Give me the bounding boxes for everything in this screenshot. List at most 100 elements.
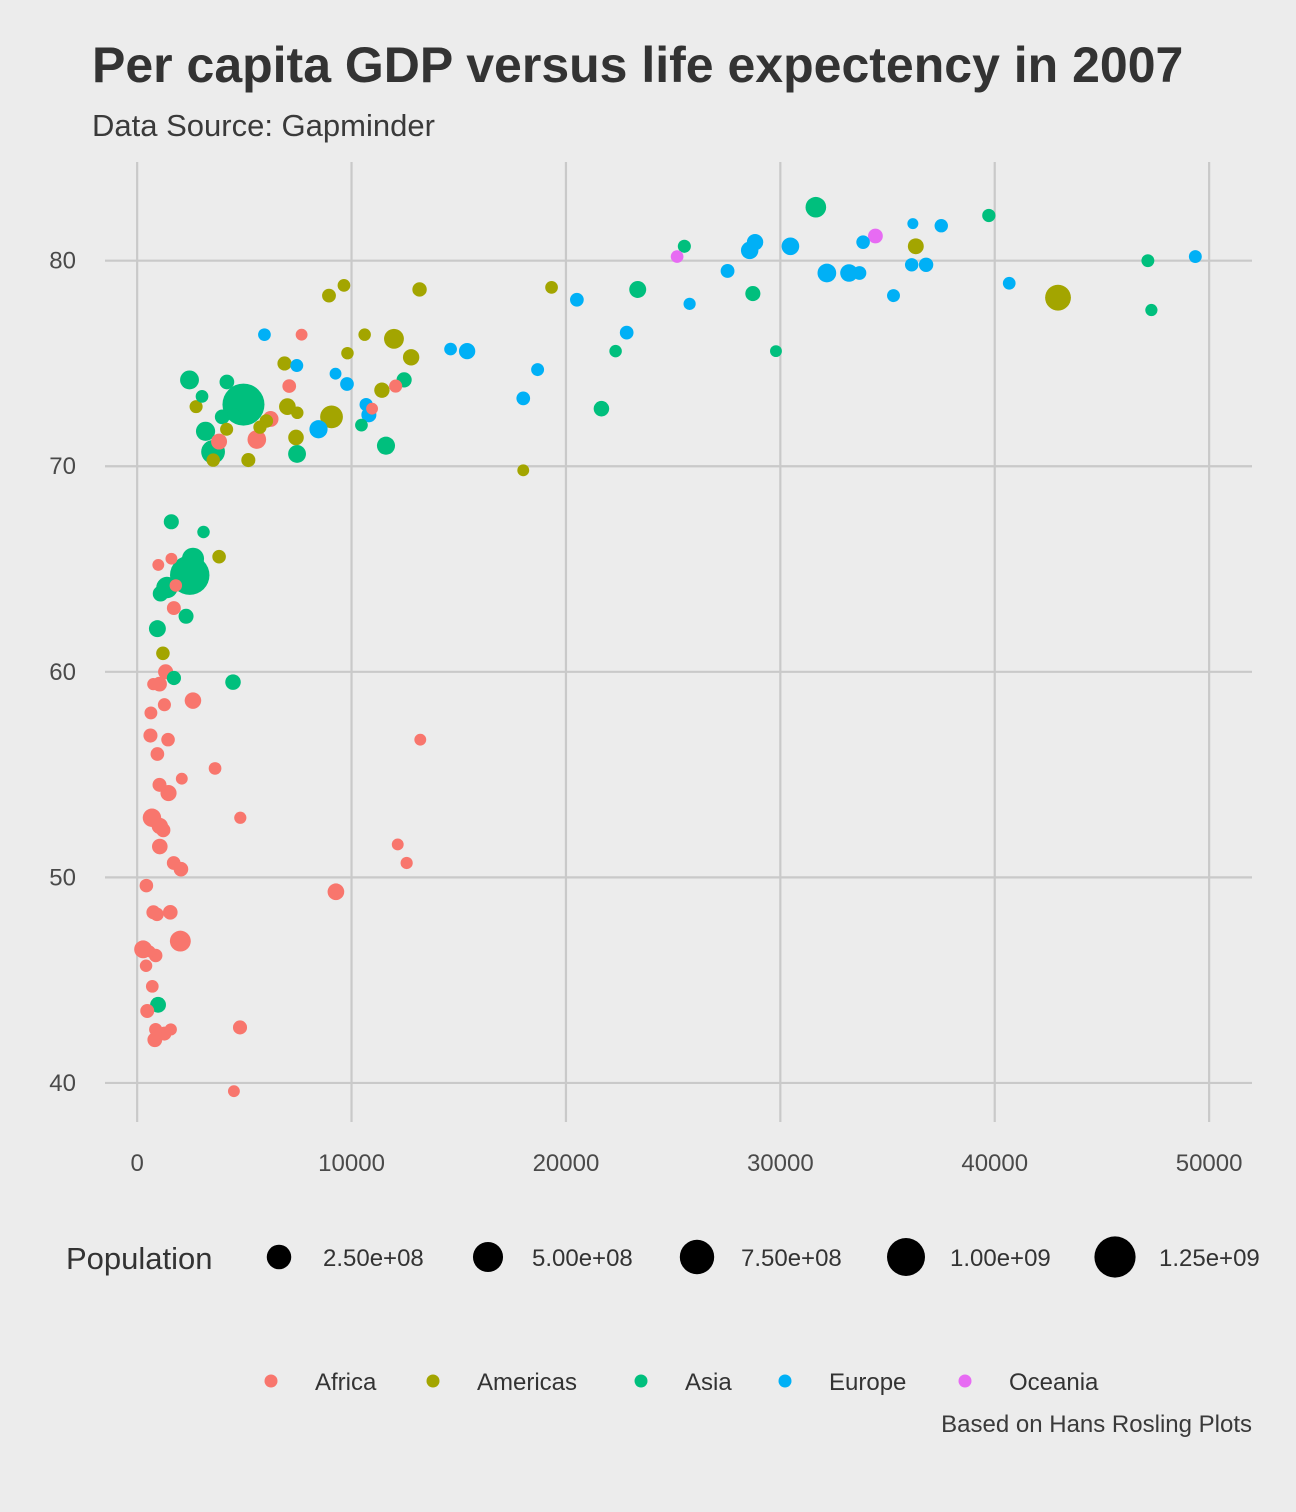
data-point-europe [570,292,584,307]
data-point-europe [856,235,870,249]
data-point-africa [234,811,247,824]
data-point-americas [206,453,220,467]
data-point-americas [517,464,530,477]
data-point-africa [232,1020,248,1035]
data-point-asia [197,525,210,539]
size-legend-label: 1.25e+09 [1159,1245,1260,1272]
data-point-americas [545,281,558,294]
y-axis: 40 50 60 70 80 [49,248,76,1097]
data-point-africa [208,762,222,775]
data-point-americas [277,356,292,371]
gridlines [105,162,1252,1122]
size-legend-title: Population [66,1241,213,1276]
color-legend-label: Africa [315,1369,377,1396]
data-point-europe [516,391,531,406]
data-point-africa [140,1004,155,1018]
data-point-asia [225,674,241,690]
color-legend-key [426,1374,440,1388]
data-point-africa [164,1023,177,1036]
data-point-asia [376,436,396,455]
data-point-africa [175,772,188,785]
data-point-asia [1141,254,1155,268]
size-legend-key [679,1239,715,1275]
data-point-americas [384,328,404,349]
data-point-americas [241,453,256,468]
data-point-americas [402,349,420,366]
data-point-africa [414,733,427,746]
data-point-africa [166,601,181,616]
x-axis: 0 10000 20000 30000 40000 50000 [130,1150,1242,1177]
y-tick-label: 70 [49,453,76,480]
data-point-americas [190,401,202,413]
data-point-europe [340,377,354,391]
data-point-asia [163,514,179,530]
data-point-asia [219,374,235,390]
data-point-europe [934,219,948,233]
data-point-africa [169,579,183,592]
color-legend-key [778,1374,792,1388]
data-point-africa [227,1085,240,1098]
continent-color-legend: Africa Americas Asia Europe Oceania [264,1369,1099,1396]
color-legend-label: Asia [685,1369,732,1396]
data-point-africa [169,930,191,952]
data-point-africa [143,728,158,743]
data-point-africa [139,878,154,893]
size-legend-key [887,1238,925,1276]
data-point-asia [227,408,241,422]
data-point-africa [152,777,167,792]
data-point-americas [907,238,924,255]
data-point-africa [149,1022,163,1037]
size-legend-label: 2.50e+08 [323,1245,424,1272]
color-legend-label: Oceania [1009,1369,1099,1396]
size-legend-key [1094,1236,1136,1278]
data-point-asia [195,389,209,403]
data-point-asia [178,608,194,624]
data-point-africa [139,959,153,973]
data-point-asia [982,208,996,223]
population-size-legend: Population 2.50e+08 5.00e+08 7.50e+08 1.00e+… [66,1236,1260,1278]
y-tick-label: 40 [49,1070,76,1097]
data-point-africa [147,678,160,691]
chart-caption: Based on Hans Rosling Plots [941,1411,1252,1438]
data-point-africa [152,838,168,855]
data-point-asia [593,400,610,417]
chart-subtitle: Data Source: Gapminder [92,108,435,143]
x-tick-label: 10000 [318,1150,385,1177]
data-point-asia [152,585,169,602]
data-point-europe [918,257,934,272]
data-points [134,196,1202,1098]
data-point-europe [258,328,271,342]
data-point-americas [253,420,267,434]
data-point-asia [770,345,782,358]
data-point-oceania [868,228,883,244]
size-legend-label: 7.50e+08 [741,1245,842,1272]
data-point-europe [746,233,764,251]
data-point-europe [329,367,342,380]
data-point-europe [720,264,735,278]
data-point-africa [165,552,178,565]
data-point-europe [531,363,545,377]
data-point-europe [309,420,328,439]
data-point-europe [852,266,867,280]
data-point-africa [211,433,228,450]
data-point-africa [366,402,378,415]
data-point-americas [374,382,390,398]
data-point-asia [288,444,306,463]
color-legend-key [634,1374,648,1388]
data-point-africa [295,328,308,341]
x-tick-label: 30000 [747,1150,814,1177]
size-legend-label: 5.00e+08 [532,1245,633,1272]
data-point-asia [214,409,230,425]
chart-title: Per capita GDP versus life expectency in… [92,37,1184,93]
data-point-africa [145,979,159,993]
color-legend-label: Americas [477,1369,577,1396]
data-point-europe [781,237,800,256]
data-point-africa [184,692,202,709]
data-point-asia [1145,303,1158,317]
data-point-africa [150,907,164,922]
data-point-europe [1188,250,1202,264]
x-tick-label: 0 [130,1150,143,1177]
data-point-asia [745,286,761,302]
x-tick-label: 20000 [533,1150,600,1177]
data-point-asia [609,344,622,358]
